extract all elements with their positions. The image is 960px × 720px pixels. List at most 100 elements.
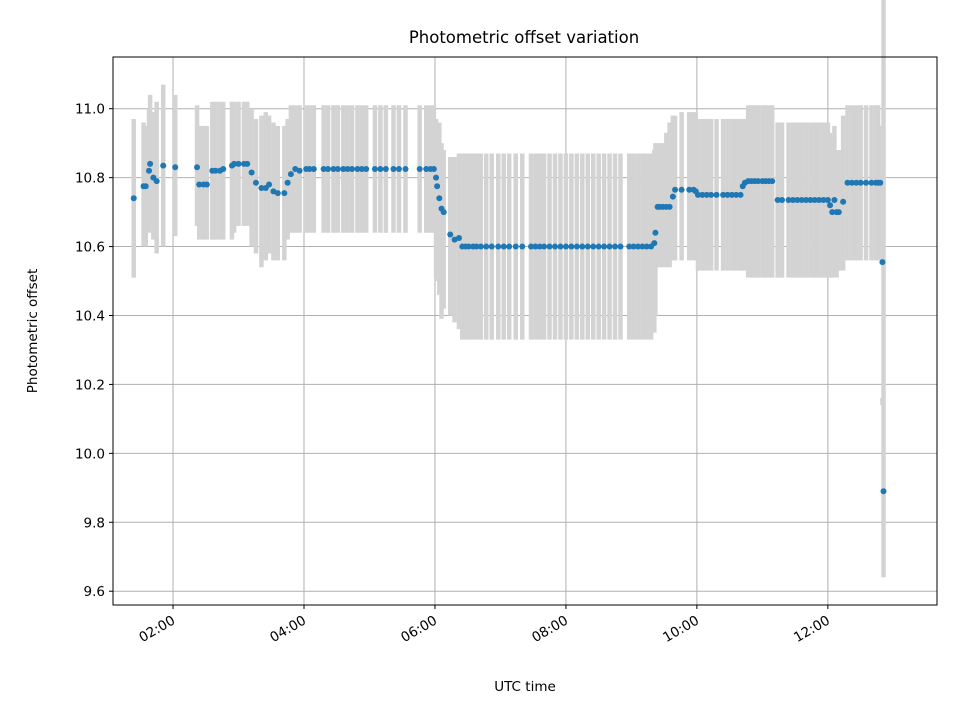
data-point [807, 197, 814, 204]
data-point [506, 243, 513, 250]
data-point [284, 179, 291, 186]
data-point [579, 243, 586, 250]
data-point [844, 179, 851, 186]
data-point [340, 166, 347, 173]
data-point [713, 191, 720, 198]
y-axis: 9.6 9.8 10.0 10.2 10.4 10.6 10.8 11.0 [75, 102, 113, 600]
data-point [798, 197, 805, 204]
data-point [666, 203, 673, 210]
data-point [390, 166, 397, 173]
data-point [536, 243, 543, 250]
data-point [606, 243, 613, 250]
data-point [546, 243, 553, 250]
data-point [699, 191, 706, 198]
data-point [306, 166, 313, 173]
y-tick-label: 9.8 [84, 515, 105, 531]
data-point [371, 166, 378, 173]
data-point [423, 166, 430, 173]
data-point [785, 197, 792, 204]
data-point [769, 178, 776, 185]
data-point [541, 243, 548, 250]
data-point [562, 243, 569, 250]
data-point [244, 160, 251, 167]
data-point [519, 243, 526, 250]
y-tick-label: 10.2 [75, 377, 105, 393]
data-point [402, 166, 409, 173]
y-tick-label: 9.6 [84, 584, 105, 600]
data-point [840, 198, 847, 205]
data-point [281, 190, 288, 197]
data-point [430, 166, 437, 173]
y-axis-label: Photometric offset [25, 269, 41, 393]
data-point [879, 259, 886, 266]
data-point [194, 164, 201, 171]
data-point [382, 166, 389, 173]
data-point [500, 243, 507, 250]
data-point [720, 191, 727, 198]
data-point [436, 195, 443, 202]
data-point [573, 243, 580, 250]
data-point [465, 243, 472, 250]
x-axis-label: UTC time [494, 679, 556, 695]
data-point [440, 209, 447, 216]
data-point [252, 179, 259, 186]
data-point [835, 209, 842, 216]
data-point [147, 160, 154, 167]
data-point [612, 243, 619, 250]
data-point [310, 166, 317, 173]
data-point [231, 160, 238, 167]
data-point [130, 195, 137, 202]
y-tick-label: 10.8 [75, 171, 105, 187]
data-point [172, 164, 179, 171]
data-point [824, 197, 831, 204]
data-point [266, 181, 273, 188]
data-point [334, 166, 341, 173]
data-point [779, 197, 786, 204]
data-point [590, 243, 597, 250]
data-point [142, 183, 149, 190]
data-point [868, 179, 875, 186]
data-point [694, 191, 701, 198]
data-point [639, 243, 646, 250]
data-point [532, 243, 539, 250]
data-point [212, 167, 219, 174]
data-point [455, 234, 462, 241]
data-point [358, 166, 365, 173]
data-point [669, 193, 676, 200]
data-point [672, 186, 679, 193]
data-point [557, 243, 564, 250]
data-point [377, 166, 384, 173]
data-point [258, 184, 265, 191]
data-point [831, 197, 838, 204]
data-point [344, 166, 351, 173]
data-point [829, 209, 836, 216]
data-point [816, 197, 823, 204]
data-point [755, 178, 762, 185]
data-point [528, 243, 535, 250]
data-point [678, 186, 685, 193]
data-point [857, 179, 864, 186]
data-point [146, 167, 153, 174]
data-point [617, 243, 624, 250]
data-point [160, 162, 167, 169]
data-point [643, 243, 650, 250]
data-point [827, 202, 834, 209]
chart-title: Photometric offset variation [409, 28, 639, 47]
data-points [130, 160, 887, 495]
data-point [651, 240, 658, 247]
data-point [652, 229, 659, 236]
data-point [703, 191, 710, 198]
data-point [416, 166, 423, 173]
data-point [595, 243, 602, 250]
data-point [724, 191, 731, 198]
data-point [880, 488, 887, 495]
data-point [433, 174, 440, 181]
data-point [686, 186, 693, 193]
data-point [584, 243, 591, 250]
data-point [863, 179, 870, 186]
data-point [153, 178, 160, 185]
y-tick-label: 10.0 [75, 446, 105, 462]
data-point [395, 166, 402, 173]
